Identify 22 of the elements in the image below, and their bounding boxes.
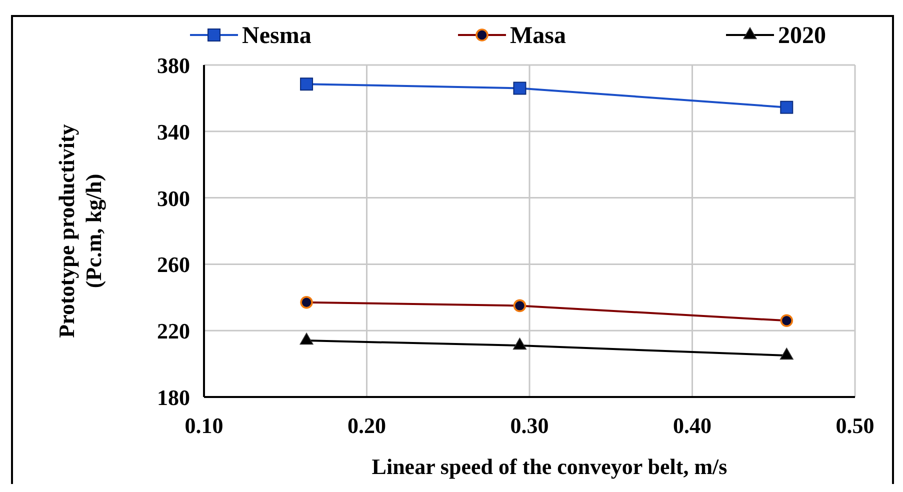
y-tick-label: 300 <box>157 186 190 211</box>
point <box>780 348 794 360</box>
x-tick-label: 0.10 <box>184 413 224 438</box>
legend-label: Masa <box>510 23 566 49</box>
x-tick-label: 0.50 <box>836 413 874 438</box>
point <box>513 82 526 95</box>
x-tick-label: 0.20 <box>348 413 386 438</box>
x-tick-label: 0.30 <box>510 413 549 438</box>
legend-label: Nesma <box>242 23 312 49</box>
point <box>300 332 314 345</box>
point <box>300 78 314 91</box>
y-tick-label: 260 <box>157 252 190 278</box>
x-tick-label: 0.40 <box>673 413 712 438</box>
point <box>512 338 526 350</box>
y-tick-label: 180 <box>157 385 190 410</box>
x-axis-title: Linear speed of the conveyor belt, m/s <box>372 454 728 479</box>
y-axis-title: Prototype productivity (Pc.m, kg/h) <box>54 124 106 338</box>
point <box>780 100 794 114</box>
y-tick-label: 380 <box>157 53 190 78</box>
y-tick-label: 220 <box>157 318 190 344</box>
legend-label: 2020 <box>778 23 826 49</box>
y-tick-label: 340 <box>157 119 190 144</box>
